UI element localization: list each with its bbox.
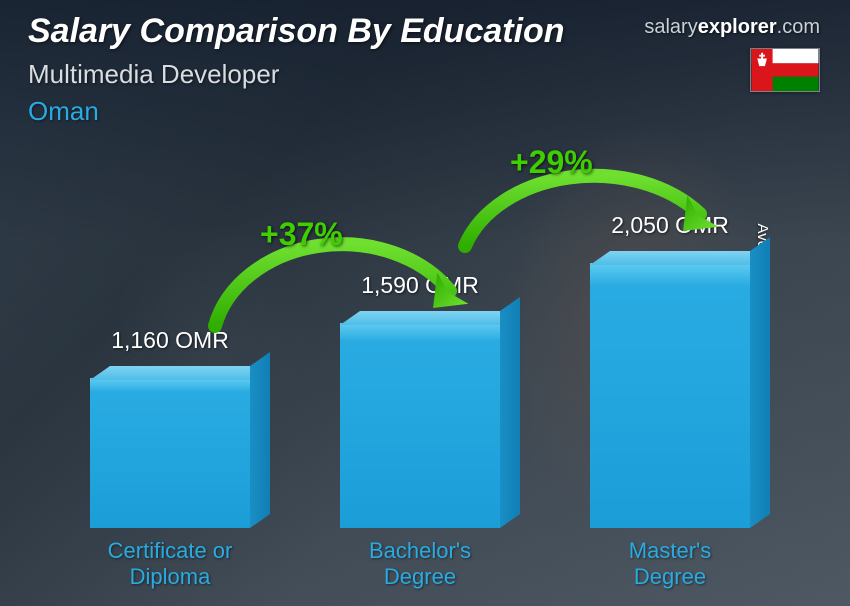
bar-category-label: Master'sDegree xyxy=(629,538,711,591)
bar-category-label: Certificate orDiploma xyxy=(108,538,233,591)
country-label: Oman xyxy=(28,96,822,127)
page-subtitle: Multimedia Developer xyxy=(28,59,822,90)
increase-pct-label: +37% xyxy=(260,216,343,253)
brand-part-1: salary xyxy=(644,16,697,38)
brand-logo: salaryexplorer.com xyxy=(644,16,820,39)
increase-pct-label: +29% xyxy=(510,144,593,181)
oman-flag-icon xyxy=(750,48,820,92)
brand-part-2: explorer xyxy=(698,16,777,38)
salary-bar-chart: 1,160 OMRCertificate orDiploma1,590 OMRB… xyxy=(60,156,800,586)
brand-part-3: .com xyxy=(777,16,820,38)
bar-category-label: Bachelor'sDegree xyxy=(369,538,471,591)
